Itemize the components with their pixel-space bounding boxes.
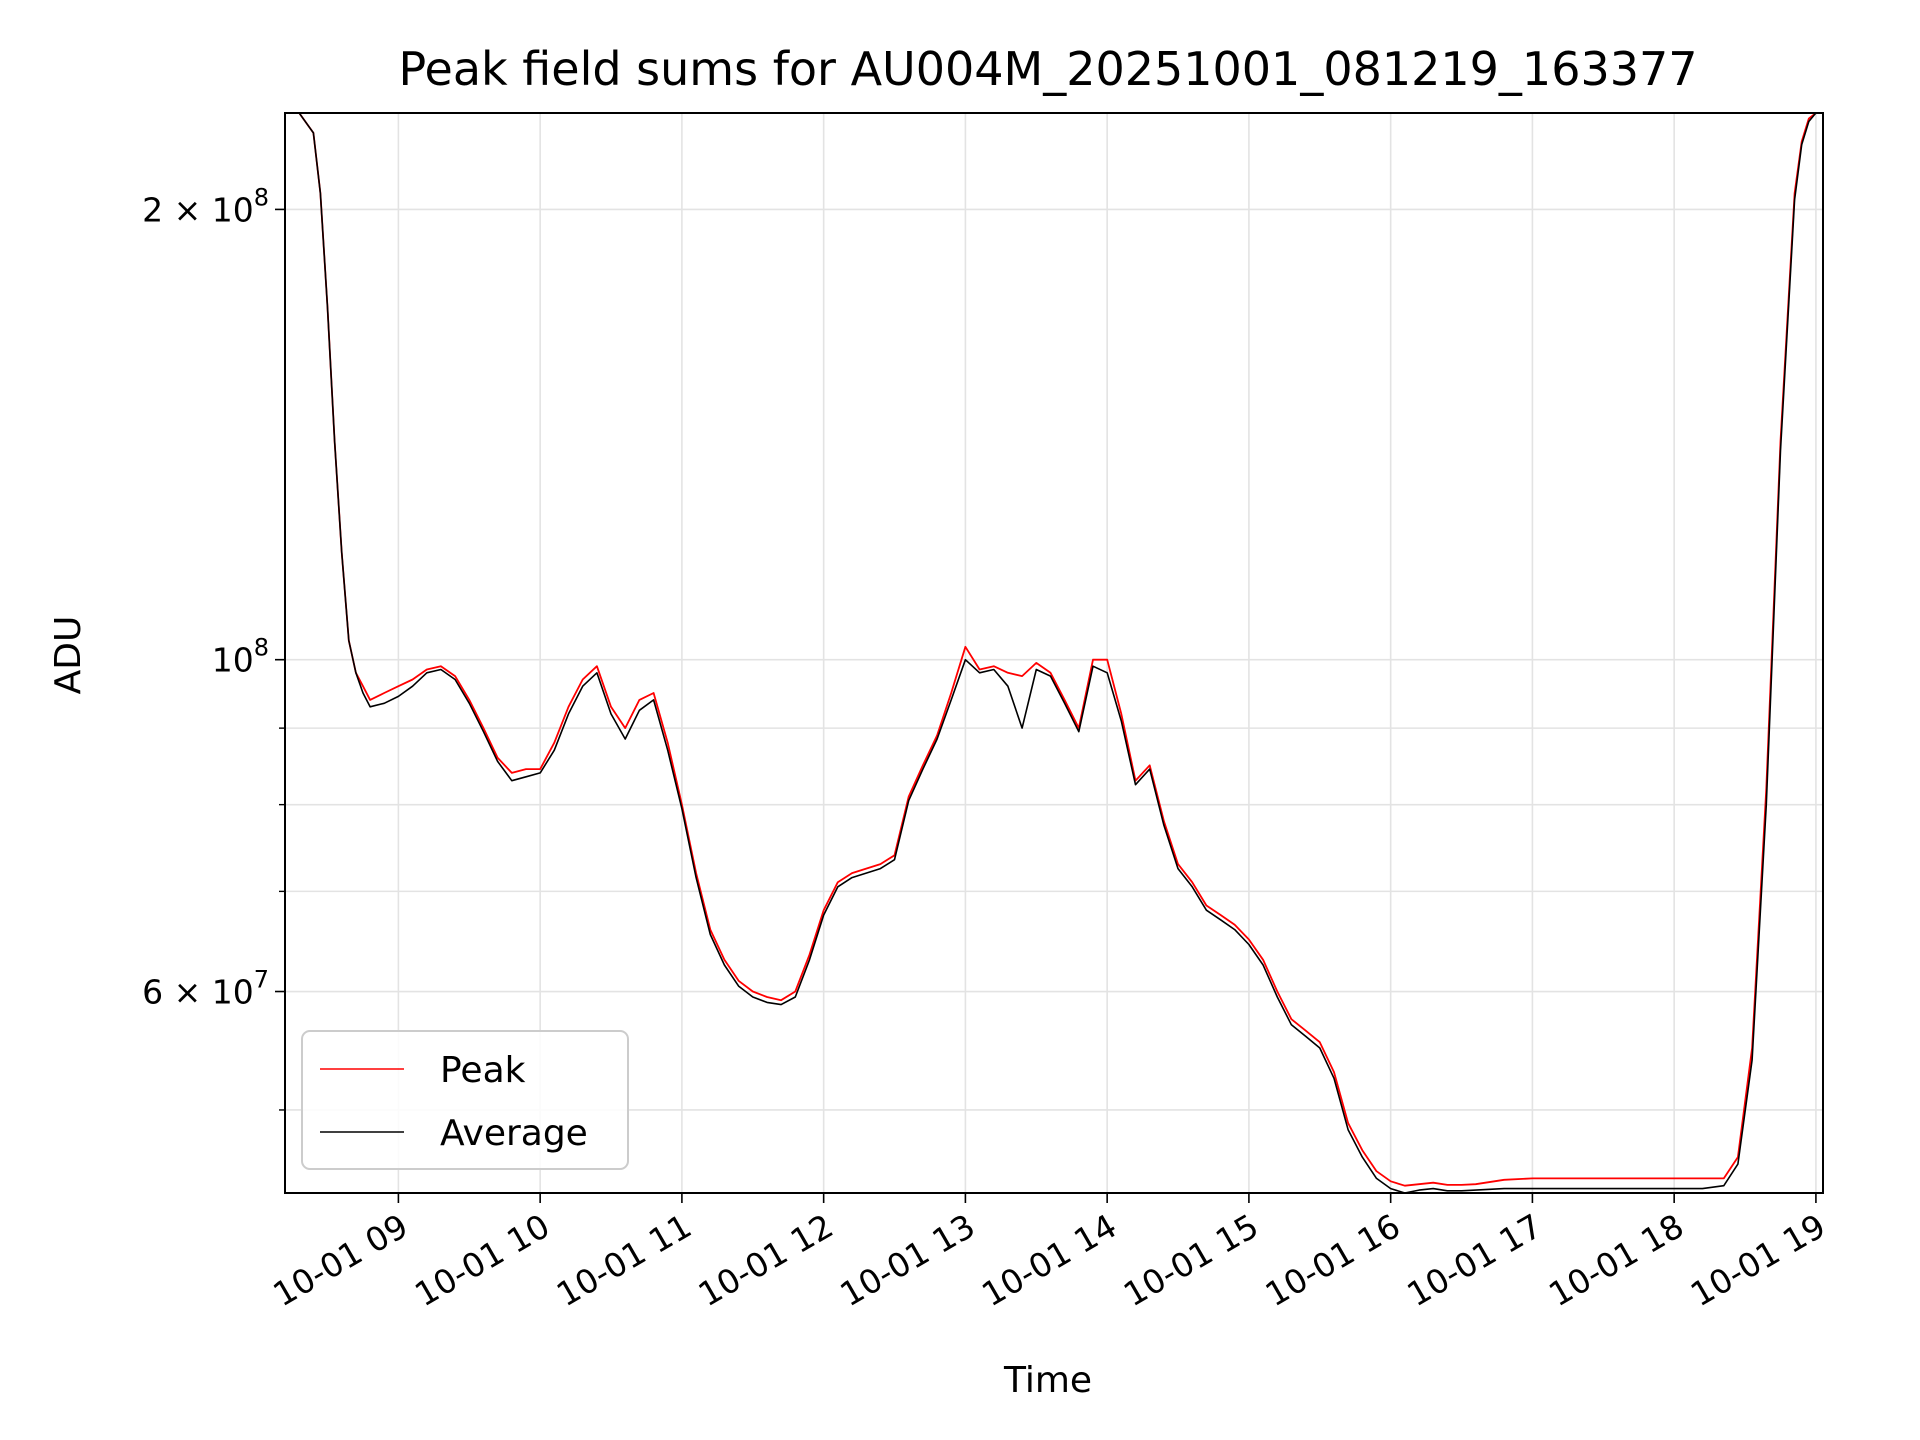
x-axis-label: Time	[1003, 1360, 1092, 1401]
legend-label-peak: Peak	[440, 1050, 526, 1091]
series-layer	[298, 113, 1823, 1193]
axes-layer	[284, 112, 1824, 1194]
legend-box	[301, 1030, 629, 1170]
series-line-average	[298, 113, 1823, 1193]
y-tick-label: 2 × 108	[142, 183, 269, 229]
y-tick-label-exponent: 8	[254, 634, 269, 662]
legend: Peak Average	[301, 1030, 629, 1170]
y-tick-label-base: 2 × 10	[142, 190, 254, 229]
y-tick-label-base: 6 × 10	[142, 973, 254, 1012]
y-axis-label: ADU	[48, 616, 89, 695]
chart-title: Peak field sums for AU004M_20251001_0812…	[398, 42, 1697, 96]
y-tick-label-base: 10	[212, 641, 254, 680]
y-tick-label-exponent: 8	[254, 183, 269, 211]
grid-layer	[285, 113, 1823, 1193]
series-line-peak	[298, 113, 1823, 1187]
legend-label-average: Average	[440, 1113, 588, 1154]
y-tick-label-exponent: 7	[254, 966, 269, 994]
y-tick-label: 6 × 107	[142, 966, 269, 1012]
y-tick-label: 108	[212, 634, 269, 680]
plot-frame	[284, 112, 1824, 1194]
